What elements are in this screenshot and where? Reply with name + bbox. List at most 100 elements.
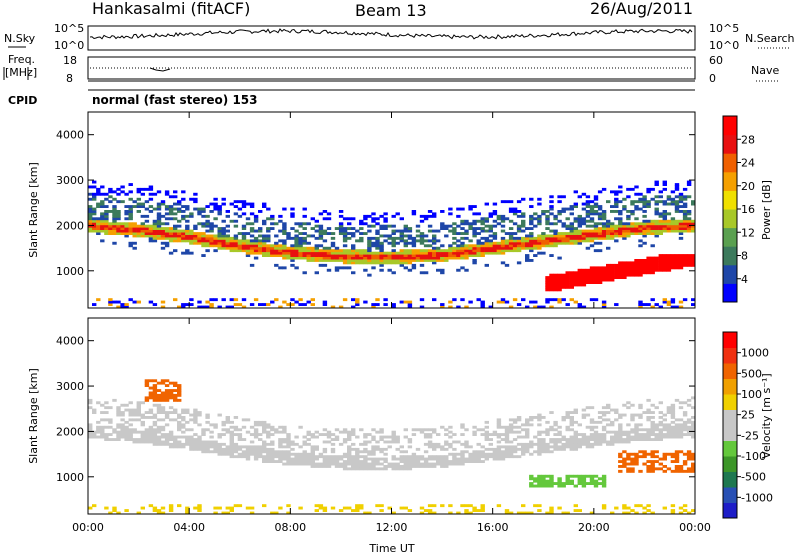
heatmap-cell bbox=[500, 425, 506, 429]
heatmap-cell bbox=[270, 457, 275, 461]
heatmap-cell bbox=[96, 187, 101, 191]
heatmap-cell bbox=[298, 445, 303, 449]
heatmap-cell bbox=[630, 416, 635, 419]
heatmap-cell bbox=[691, 467, 696, 471]
heatmap-cell bbox=[573, 202, 578, 206]
heatmap-cell bbox=[484, 229, 489, 233]
heatmap-cell bbox=[569, 428, 574, 432]
heatmap-cell bbox=[585, 271, 591, 275]
heatmap-cell bbox=[674, 263, 680, 267]
heatmap-cell bbox=[618, 452, 623, 456]
heatmap-cell bbox=[440, 224, 445, 228]
heatmap-cell bbox=[383, 467, 388, 471]
heatmap-cell bbox=[666, 266, 672, 270]
heatmap-cell bbox=[670, 256, 676, 260]
heatmap-cell bbox=[691, 406, 696, 410]
heatmap-cell bbox=[371, 428, 376, 432]
heatmap-cell bbox=[573, 190, 578, 194]
heatmap-cell bbox=[298, 303, 303, 306]
heatmap-cell bbox=[152, 430, 158, 434]
heatmap-cell bbox=[577, 273, 582, 277]
heatmap-cell bbox=[189, 214, 194, 218]
heatmap-cell bbox=[549, 283, 554, 287]
heatmap-cell bbox=[573, 239, 578, 243]
heatmap-cell bbox=[654, 224, 659, 228]
heatmap-cell bbox=[682, 229, 688, 233]
heatmap-cell bbox=[504, 430, 510, 434]
heatmap-cell bbox=[638, 273, 643, 277]
heatmap-cell bbox=[92, 408, 97, 412]
heatmap-cell bbox=[181, 416, 186, 419]
heatmap-cell bbox=[597, 249, 603, 253]
heatmap-cell bbox=[650, 416, 655, 419]
heatmap-cell bbox=[618, 217, 623, 221]
heatmap-cell bbox=[189, 212, 194, 216]
heatmap-cell bbox=[318, 259, 324, 262]
heatmap-cell bbox=[626, 506, 631, 510]
heatmap-cell bbox=[561, 276, 566, 279]
heatmap-cell bbox=[128, 438, 133, 441]
heatmap-cell bbox=[630, 460, 635, 463]
heatmap-cell bbox=[274, 244, 279, 248]
heatmap-cell bbox=[379, 428, 384, 432]
heatmap-cell bbox=[168, 433, 174, 436]
heatmap-cell bbox=[334, 435, 340, 439]
heatmap-cell bbox=[460, 442, 465, 446]
heatmap-cell bbox=[342, 234, 348, 238]
heatmap-cell bbox=[249, 246, 255, 250]
heatmap-cell bbox=[322, 447, 328, 451]
heatmap-cell bbox=[573, 430, 578, 434]
heatmap-cell bbox=[593, 195, 599, 199]
heatmap-cell bbox=[460, 207, 465, 211]
heatmap-cell bbox=[622, 438, 627, 441]
heatmap-cell bbox=[674, 222, 680, 226]
heatmap-cell bbox=[650, 187, 655, 191]
heatmap-cell bbox=[338, 305, 344, 309]
heatmap-cell bbox=[177, 207, 182, 211]
heatmap-cell bbox=[181, 303, 186, 306]
heatmap-cell bbox=[419, 232, 425, 235]
heatmap-cell bbox=[185, 428, 190, 432]
heatmap-cell bbox=[500, 251, 506, 255]
heatmap-cell bbox=[508, 210, 514, 213]
heatmap-cell bbox=[403, 428, 408, 432]
heatmap-cell bbox=[686, 403, 692, 407]
heatmap-cell bbox=[128, 298, 133, 302]
heatmap-cell bbox=[642, 222, 647, 226]
heatmap-cell bbox=[173, 418, 178, 422]
heatmap-cell bbox=[642, 232, 647, 235]
heatmap-cell bbox=[432, 254, 437, 257]
heatmap-cell bbox=[120, 433, 125, 436]
heatmap-cell bbox=[274, 246, 279, 250]
heatmap-cell bbox=[606, 430, 611, 434]
heatmap-cell bbox=[185, 219, 190, 223]
heatmap-cell bbox=[686, 224, 692, 228]
heatmap-cell bbox=[193, 200, 198, 204]
heatmap-cell bbox=[249, 239, 255, 243]
heatmap-cell bbox=[553, 278, 558, 282]
heatmap-cell bbox=[654, 435, 659, 439]
heatmap-cell bbox=[181, 239, 186, 243]
heatmap-cell bbox=[201, 440, 206, 444]
heatmap-cell bbox=[355, 506, 360, 510]
heatmap-cell bbox=[391, 236, 396, 240]
heatmap-cell bbox=[262, 241, 267, 245]
heatmap-cell bbox=[488, 212, 493, 216]
heatmap-cell bbox=[476, 232, 481, 235]
heatmap-cell bbox=[278, 457, 283, 461]
heatmap-cell bbox=[678, 423, 684, 427]
heatmap-cell bbox=[512, 418, 518, 422]
heatmap-cell bbox=[549, 244, 554, 248]
heatmap-cell bbox=[630, 227, 635, 230]
heatmap-cell bbox=[112, 398, 117, 402]
heatmap-cell bbox=[197, 234, 202, 238]
heatmap-cell bbox=[549, 212, 554, 216]
heatmap-cell bbox=[132, 300, 137, 304]
heatmap-cell bbox=[160, 440, 166, 444]
heatmap-cell bbox=[371, 236, 376, 240]
heatmap-cell bbox=[306, 462, 311, 466]
heatmap-cell bbox=[464, 445, 469, 449]
heatmap-cell bbox=[270, 450, 275, 454]
heatmap-cell bbox=[573, 474, 578, 478]
